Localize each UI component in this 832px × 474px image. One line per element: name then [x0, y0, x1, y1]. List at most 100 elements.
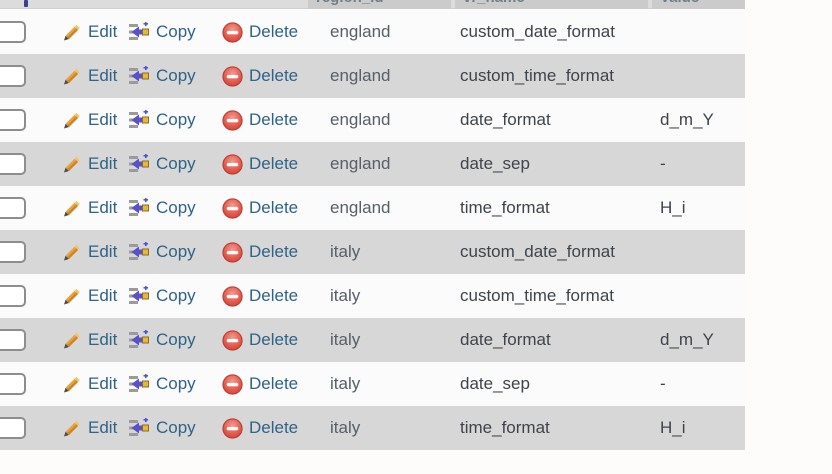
checkbox-cell	[0, 65, 62, 87]
edit-link[interactable]: Edit	[62, 286, 128, 306]
edit-label: Edit	[88, 198, 118, 217]
column-header-region-id[interactable]: region_id	[308, 0, 451, 9]
minus-circle-icon	[222, 417, 243, 439]
edit-link[interactable]: Edit	[62, 242, 128, 262]
row-checkbox[interactable]	[0, 285, 26, 307]
row-checkbox[interactable]	[0, 109, 26, 131]
copy-link[interactable]: Copy	[128, 286, 222, 306]
table-row: Edit Copy	[0, 142, 745, 186]
edit-link[interactable]: Edit	[62, 22, 128, 42]
pencil-icon	[64, 420, 80, 437]
table-row: Edit Copy	[0, 186, 745, 230]
checkbox-cell	[0, 329, 62, 351]
variable-name-cell: custom_date_format	[460, 22, 615, 41]
copy-label: Copy	[156, 154, 196, 173]
minus-circle-icon	[222, 329, 243, 351]
copy-label: Copy	[156, 22, 196, 41]
delete-label: Delete	[249, 330, 299, 349]
edit-link[interactable]: Edit	[62, 418, 128, 438]
variable-name-cell: date_sep	[460, 374, 530, 393]
row-checkbox[interactable]	[0, 65, 26, 87]
variable-name-cell: custom_date_format	[460, 242, 615, 261]
delete-label: Delete	[249, 66, 299, 85]
delete-link[interactable]: Delete	[222, 109, 330, 131]
delete-link[interactable]: Delete	[222, 153, 330, 175]
delete-label: Delete	[249, 242, 299, 261]
pencil-icon	[64, 156, 80, 173]
copy-link[interactable]: Copy	[128, 154, 222, 174]
region-cell: italy	[330, 286, 361, 305]
delete-label: Delete	[249, 418, 299, 437]
minus-circle-icon	[222, 373, 243, 395]
row-checkbox[interactable]	[0, 329, 26, 351]
edit-label: Edit	[88, 22, 118, 41]
region-cell: italy	[330, 330, 361, 349]
edit-label: Edit	[88, 374, 118, 393]
delete-link[interactable]: Delete	[222, 241, 330, 263]
edit-label: Edit	[88, 66, 118, 85]
variable-name-cell: date_sep	[460, 154, 530, 173]
column-header-value[interactable]: Value	[652, 0, 745, 9]
column-header-label: vr_name	[463, 0, 525, 6]
variable-name-cell: time_format	[460, 198, 550, 217]
copy-label: Copy	[156, 242, 196, 261]
column-header-vr-name[interactable]: vr_name	[455, 0, 648, 9]
region-cell: england	[330, 22, 391, 41]
row-checkbox[interactable]	[0, 197, 26, 219]
delete-link[interactable]: Delete	[222, 417, 330, 439]
checkbox-cell	[0, 197, 62, 219]
delete-link[interactable]: Delete	[222, 329, 330, 351]
edit-label: Edit	[88, 330, 118, 349]
minus-circle-icon	[222, 21, 243, 43]
copy-link[interactable]: Copy	[128, 110, 222, 130]
copy-link[interactable]: Copy	[128, 418, 222, 438]
edit-label: Edit	[88, 154, 118, 173]
copy-label: Copy	[156, 110, 196, 129]
table-header-row: region_id vr_name Value	[0, 0, 745, 9]
copy-row-icon	[129, 198, 149, 216]
copy-row-icon	[129, 286, 149, 304]
copy-link[interactable]: Copy	[128, 66, 222, 86]
value-cell: -	[660, 154, 666, 173]
variable-name-cell: date_format	[460, 330, 551, 349]
edit-link[interactable]: Edit	[62, 154, 128, 174]
copy-link[interactable]: Copy	[128, 242, 222, 262]
row-checkbox[interactable]	[0, 417, 26, 439]
delete-link[interactable]: Delete	[222, 65, 330, 87]
region-cell: italy	[330, 418, 361, 437]
row-checkbox[interactable]	[0, 241, 26, 263]
edit-link[interactable]: Edit	[62, 66, 128, 86]
value-cell: -	[660, 374, 666, 393]
copy-row-icon	[129, 110, 149, 128]
copy-label: Copy	[156, 374, 196, 393]
copy-row-icon	[129, 242, 149, 260]
delete-link[interactable]: Delete	[222, 21, 330, 43]
delete-link[interactable]: Delete	[222, 285, 330, 307]
copy-link[interactable]: Copy	[128, 22, 222, 42]
row-checkbox[interactable]	[0, 21, 26, 43]
delete-label: Delete	[249, 286, 299, 305]
edit-link[interactable]: Edit	[62, 374, 128, 394]
edit-link[interactable]: Edit	[62, 330, 128, 350]
minus-circle-icon	[222, 153, 243, 175]
table-body: Edit Copy	[0, 10, 745, 450]
region-cell: england	[330, 110, 391, 129]
row-checkbox[interactable]	[0, 153, 26, 175]
region-cell: england	[330, 66, 391, 85]
delete-link[interactable]: Delete	[222, 197, 330, 219]
pencil-icon	[64, 376, 80, 393]
copy-label: Copy	[156, 286, 196, 305]
delete-link[interactable]: Delete	[222, 373, 330, 395]
edit-link[interactable]: Edit	[62, 110, 128, 130]
value-cell: H_i	[660, 418, 686, 437]
region-cell: england	[330, 154, 391, 173]
row-checkbox[interactable]	[0, 373, 26, 395]
column-header-label: Value	[660, 0, 699, 6]
edit-link[interactable]: Edit	[62, 198, 128, 218]
copy-link[interactable]: Copy	[128, 374, 222, 394]
copy-link[interactable]: Copy	[128, 330, 222, 350]
sort-arrow-icon	[24, 0, 28, 7]
copy-label: Copy	[156, 198, 196, 217]
copy-link[interactable]: Copy	[128, 198, 222, 218]
